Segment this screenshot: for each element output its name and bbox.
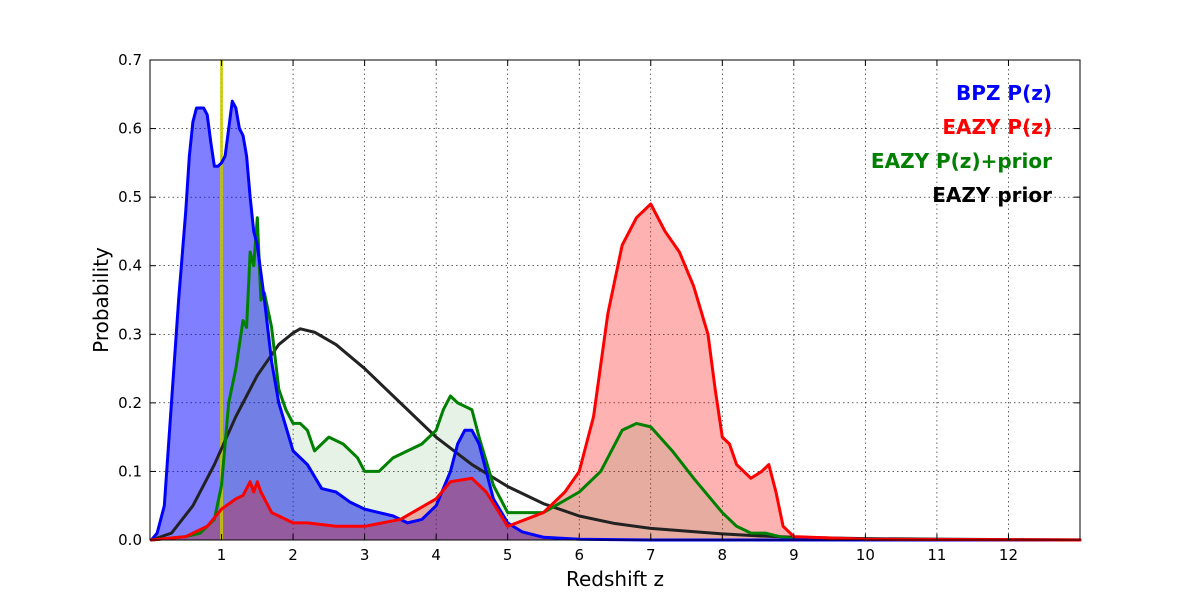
x-tick-label: 4 <box>431 546 441 564</box>
y-tick-label: 0.7 <box>118 51 142 69</box>
x-tick-label: 10 <box>856 546 875 564</box>
plot-frame <box>149 59 1081 541</box>
y-tick-label: 0.5 <box>118 188 142 206</box>
axis-ticks: 1 2 3 4 5 6 7 8 9 10 11 120.00.10.20.30.40.50.60.7 <box>118 51 1080 564</box>
x-tick-label: 11 <box>927 546 946 564</box>
x-tick-label: 3 <box>360 546 370 564</box>
legend-entry: EAZY prior <box>932 183 1052 207</box>
x-tick-label: 8 <box>718 546 728 564</box>
y-tick-label: 0.1 <box>118 462 142 480</box>
legend-entry: BPZ P(z) <box>956 81 1052 105</box>
legend-entry: EAZY P(z) <box>942 115 1052 139</box>
series-fill <box>151 217 1080 540</box>
x-tick-label: 6 <box>574 546 584 564</box>
series-line <box>149 99 1082 542</box>
y-tick-label: 0.6 <box>118 120 142 138</box>
legend-entry: EAZY P(z)+prior <box>871 149 1052 173</box>
legend: BPZ P(z) EAZY P(z) EAZY P(z)+prior EAZY pri… <box>871 81 1052 207</box>
x-tick-label: 5 <box>503 546 513 564</box>
x-tick-label: 7 <box>646 546 656 564</box>
x-tick-label: 1 <box>217 546 227 564</box>
y-axis-label: Probability <box>89 247 113 353</box>
x-tick-label: 2 <box>288 546 298 564</box>
series-fill <box>151 204 1080 540</box>
x-tick-label: 9 <box>789 546 799 564</box>
series-line <box>149 216 1082 542</box>
y-tick-label: 0.0 <box>118 531 142 549</box>
y-tick-label: 0.2 <box>118 394 142 412</box>
y-tick-label: 0.3 <box>118 325 142 343</box>
x-tick-label: 12 <box>999 546 1018 564</box>
series-lines <box>149 99 1082 542</box>
series-line <box>149 202 1082 542</box>
x-axis-label: Redshift z <box>566 567 664 591</box>
y-tick-label: 0.4 <box>118 257 142 275</box>
